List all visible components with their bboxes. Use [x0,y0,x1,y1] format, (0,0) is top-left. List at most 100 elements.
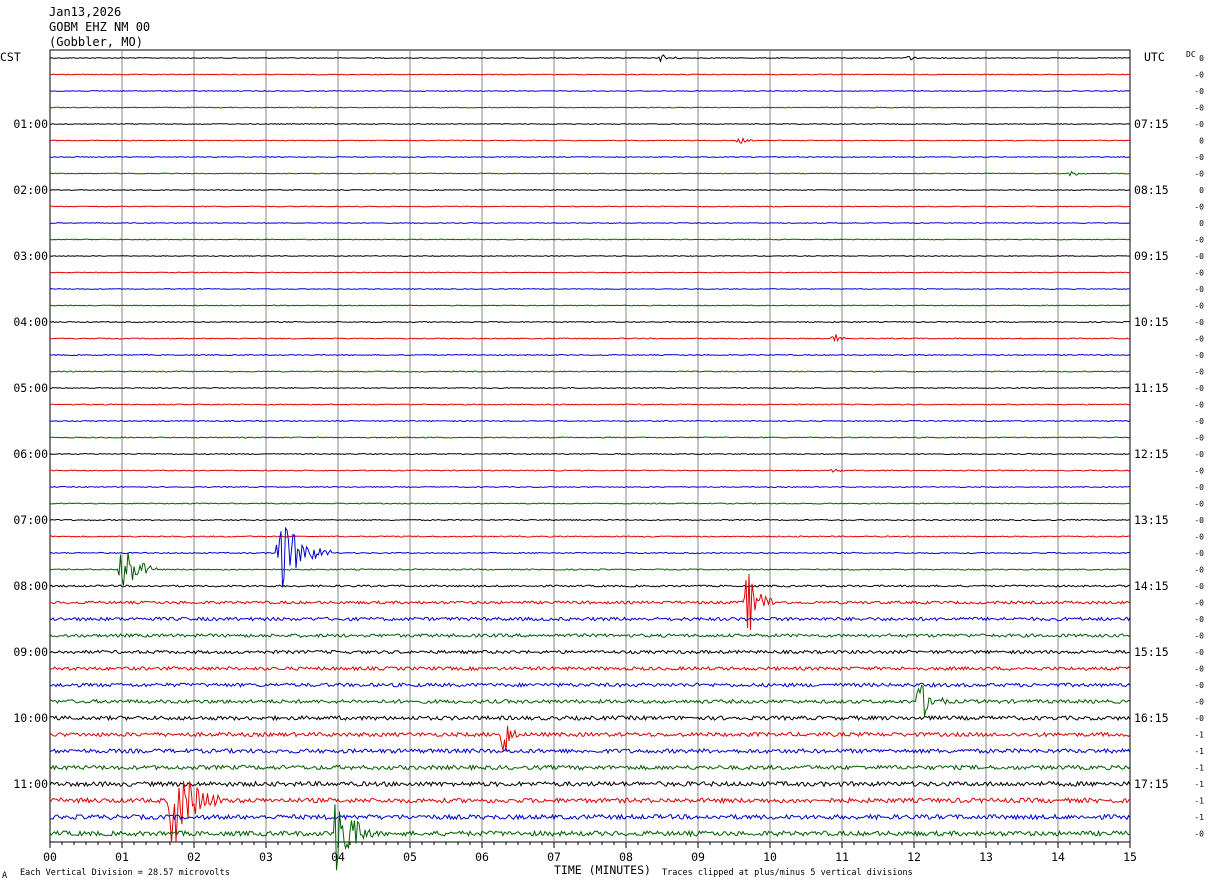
dc-offset-label: -0 [1194,582,1204,591]
trace-line [49,502,1131,505]
left-hour-label: 11:00 [13,777,48,791]
dc-offset-label: -0 [1194,665,1204,674]
dc-offset-label: -0 [1194,236,1204,245]
trace-line [49,714,1131,722]
dc-offset-label: 0 [1199,54,1204,63]
left-time-labels: 01:00 02:00 03:00 04:00 05:00 06:00 07:00 08:00… [13,117,48,791]
dc-offset-label: -0 [1194,500,1204,509]
trace-line [49,403,1131,406]
dc-offset-label: -0 [1194,285,1204,294]
dc-offset-label: -0 [1194,368,1204,377]
dc-offset-label: -0 [1194,417,1204,426]
trace-line [49,452,1131,456]
trace-group [49,54,1131,871]
trace-line [49,665,1131,672]
dc-offset-label: -0 [1194,516,1204,525]
trace-line [49,54,1131,64]
dc-offset-label: -1 [1194,797,1204,806]
right-hour-label: 07:15 [1134,117,1169,131]
right-hour-label: 09:15 [1134,249,1169,263]
trace-line [49,304,1131,307]
right-hour-label: 11:15 [1134,381,1169,395]
trace-line [49,616,1131,622]
dc-offset-label: -0 [1194,599,1204,608]
trace-line [49,386,1131,390]
trace-line [49,535,1131,538]
trace-line [49,106,1131,109]
dc-offset-label: -1 [1194,813,1204,822]
dc-offset-label: -0 [1194,252,1204,261]
dc-offset-label: -0 [1194,566,1204,575]
trace-line [49,189,1131,191]
x-tick-label: 06 [475,850,489,864]
trace-line [49,518,1131,522]
clip-note: Traces clipped at plus/minus 5 vertical … [662,868,913,878]
scale-note: Each Vertical Division = 28.57 microvolt… [20,868,230,878]
dc-offset-label: -0 [1194,318,1204,327]
trace-line [49,73,1131,76]
dc-offset-labels: 0 -0 -0 -0 -0 0 -0 -0 0 -0 0 -0 -0 -0 -0 -0 -0 -0 -0 -0 -0 -0… [1194,54,1204,839]
x-tick-label: 01 [115,850,129,864]
trace-line [49,320,1131,324]
dc-offset-label: -0 [1194,120,1204,129]
x-tick-label: 03 [259,850,273,864]
dc-offset-label: -0 [1194,71,1204,80]
dc-offset-label: -0 [1194,104,1204,113]
right-hour-label: 10:15 [1134,315,1169,329]
x-tick-label: 04 [331,850,345,864]
trace-line [49,370,1130,373]
x-tick-label: 05 [403,850,417,864]
left-hour-label: 09:00 [13,645,48,659]
trace-line [49,804,1131,871]
trace-line [49,632,1131,638]
footer-mark: A [2,871,7,881]
dc-offset-label: -0 [1194,681,1204,690]
dc-offset-label: -0 [1194,450,1204,459]
trace-line [49,764,1131,772]
trace-line [50,574,1131,630]
right-hour-label: 16:15 [1134,711,1169,725]
trace-line [49,271,1131,274]
right-axis-title: UTC [1144,50,1165,64]
header-location: (Gobbler, MO) [49,35,143,49]
trace-line [49,123,1131,125]
dc-offset-label: -0 [1194,153,1204,162]
trace-line [49,649,1131,655]
trace-line [49,584,1130,588]
header-date: Jan13,2026 [49,5,121,19]
trace-line [49,238,1131,241]
minute-gridlines [121,50,1059,842]
dc-offset-label: 0 [1199,219,1204,228]
trace-line [49,170,1131,177]
dc-offset-label: -0 [1194,434,1204,443]
trace-line [49,780,1131,788]
x-tick-label: 00 [43,850,57,864]
right-hour-label: 15:15 [1134,645,1169,659]
trace-line [49,156,1131,158]
dc-offset-label: -0 [1194,335,1204,344]
x-axis-title: TIME (MINUTES) [554,863,651,877]
header-station: GOBM EHZ NM 00 [49,20,150,34]
trace-line [49,682,1131,688]
dc-offset-label: -0 [1194,830,1204,839]
trace-line [49,334,1131,343]
right-hour-label: 08:15 [1134,183,1169,197]
left-hour-label: 07:00 [13,513,48,527]
left-hour-label: 02:00 [13,183,48,197]
x-tick-label: 02 [187,850,201,864]
trace-line [49,813,1131,821]
trace-line [50,90,1131,92]
left-hour-label: 10:00 [13,711,48,725]
x-tick-label: 08 [619,850,633,864]
trace-line [49,552,1131,586]
trace-line [49,485,1131,489]
x-tick-label: 11 [835,850,849,864]
dc-offset-label: -0 [1194,87,1204,96]
trace-line [49,205,1131,208]
dc-offset-label: -0 [1194,351,1204,360]
dc-offset-label: -0 [1194,698,1204,707]
right-hour-label: 17:15 [1134,777,1169,791]
right-time-labels: 07:15 08:15 09:15 10:15 11:15 12:15 13:15 14:15… [1134,117,1169,791]
dc-offset-label: -0 [1194,615,1204,624]
